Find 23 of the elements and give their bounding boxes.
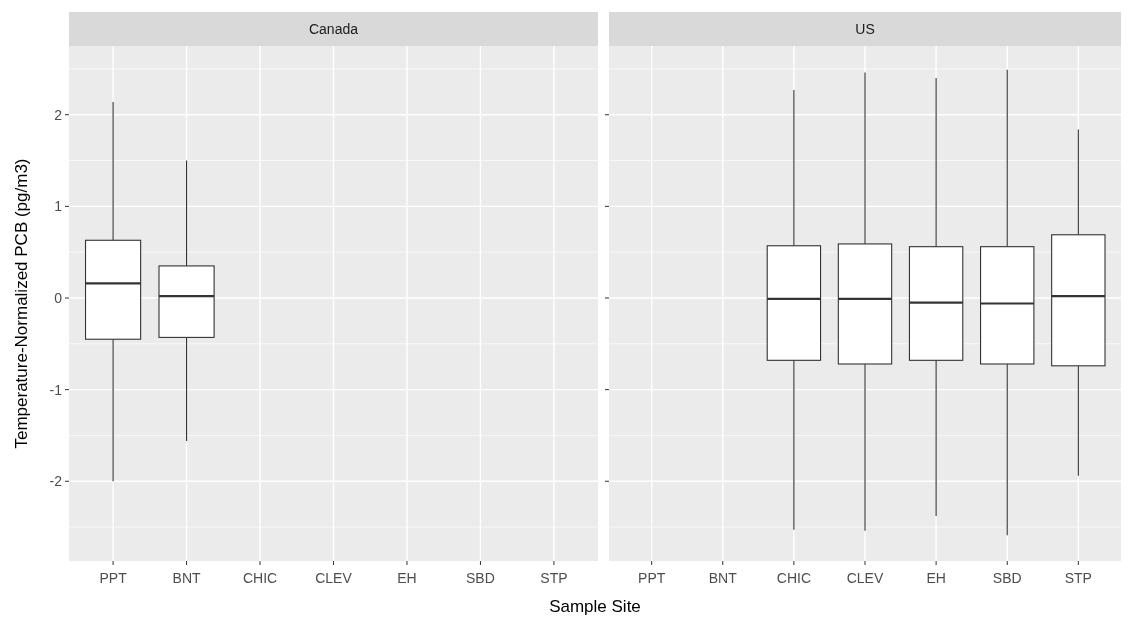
x-tick-label: SBD (992, 570, 1022, 586)
y-tick-label: -1 (49, 381, 63, 398)
x-tick-label: BNT (172, 570, 201, 586)
x-tick-label: SBD (466, 570, 495, 586)
x-tick-label: EH (926, 570, 946, 586)
x-tick-label: CHIC (776, 570, 812, 586)
x-axis-title: Sample Site (549, 597, 641, 616)
y-tick-label: 1 (54, 198, 63, 215)
x-tick-label: CLEV (846, 570, 884, 586)
x-tick-label: PPT (99, 570, 128, 586)
x-tick-label: BNT (708, 570, 738, 586)
x-tick-label: PPT (638, 570, 666, 586)
y-tick-label: 0 (54, 290, 63, 306)
x-tick-label: EH (397, 570, 417, 586)
x-tick-label: CHIC (242, 570, 278, 586)
y-tick-label: 2 (54, 106, 63, 123)
chart-title: US (855, 21, 875, 37)
x-tick-label: STP (1064, 570, 1092, 586)
x-tick-label: CLEV (315, 570, 353, 586)
y-axis-title: Temperature-Normalized PCB (pg/m3) (12, 158, 31, 449)
x-tick-label: STP (540, 570, 568, 586)
chart-title: Canada (308, 21, 359, 37)
y-tick-label: -2 (49, 473, 63, 490)
